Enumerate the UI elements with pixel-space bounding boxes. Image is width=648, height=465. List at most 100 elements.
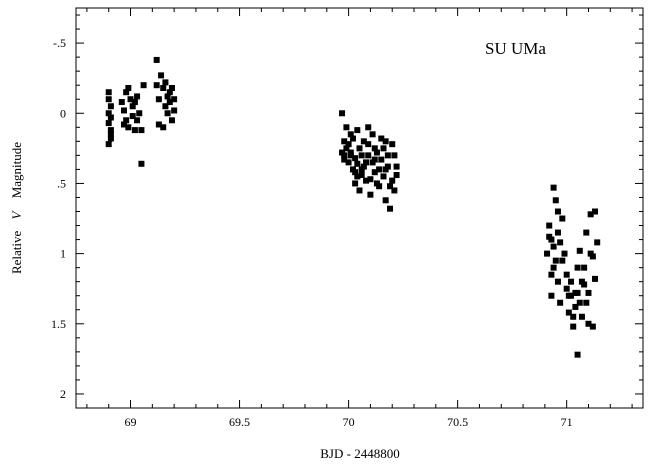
y-axis-title-suffix: Magnitude (9, 142, 24, 199)
data-point (358, 172, 365, 179)
data-point (371, 169, 378, 176)
data-point (339, 110, 346, 117)
data-point (563, 271, 570, 278)
data-point (371, 156, 378, 163)
data-point (356, 187, 363, 194)
data-point (105, 120, 112, 127)
data-point (134, 117, 141, 124)
data-point (587, 211, 594, 218)
data-markers (105, 56, 601, 358)
data-point (587, 250, 594, 257)
x-tick-label: 69.5 (229, 415, 250, 429)
data-point (552, 197, 559, 204)
data-point (153, 56, 160, 63)
data-point (373, 149, 380, 156)
data-point (574, 264, 581, 271)
data-point (123, 117, 130, 124)
data-point (129, 113, 136, 120)
data-point (583, 299, 590, 306)
data-point (105, 110, 112, 117)
data-point (570, 323, 577, 330)
x-tick-label: 71 (561, 415, 573, 429)
y-axis-title-italic: V (9, 209, 24, 219)
data-point (565, 292, 572, 299)
data-point (389, 177, 396, 184)
plot-frame (75, 7, 644, 409)
data-point (550, 264, 557, 271)
data-point (160, 124, 167, 131)
data-point (367, 191, 374, 198)
data-point (107, 127, 114, 134)
data-point (136, 110, 143, 117)
x-tick-label: 69 (125, 415, 137, 429)
data-point (565, 309, 572, 316)
data-point (594, 239, 601, 246)
data-point (107, 114, 114, 121)
data-point (574, 289, 581, 296)
data-point (107, 131, 114, 138)
data-point (393, 163, 400, 170)
data-point (341, 156, 348, 163)
data-point (387, 205, 394, 212)
data-point (371, 145, 378, 152)
data-point (365, 141, 372, 148)
data-point (153, 82, 160, 89)
y-axis-title: Relative V Magnitude (9, 142, 24, 274)
data-point (125, 124, 132, 131)
data-point (347, 152, 354, 159)
data-point (557, 239, 564, 246)
data-point (120, 107, 127, 114)
data-point (376, 166, 383, 173)
data-point (576, 247, 583, 254)
data-point (389, 141, 396, 148)
data-point (546, 222, 553, 229)
data-point (552, 257, 559, 264)
data-point (578, 278, 585, 285)
data-point (583, 229, 590, 236)
data-point (592, 275, 599, 282)
data-point (162, 103, 169, 110)
ticks (76, 8, 643, 409)
y-tick-label: 1 (60, 247, 66, 261)
data-point (369, 131, 376, 138)
tick-labels: 69 69.5 70 70.5 71 -.5 0 .5 1 1.5 2 (51, 36, 573, 429)
data-point (382, 197, 389, 204)
data-point (559, 215, 566, 222)
data-point (166, 99, 173, 106)
data-point (378, 135, 385, 142)
data-point (384, 152, 391, 159)
data-point (554, 229, 561, 236)
y-tick-label: 2 (60, 387, 66, 401)
data-point (380, 173, 387, 180)
data-point (574, 351, 581, 358)
data-point (118, 99, 125, 106)
data-point (363, 177, 370, 184)
data-point (171, 107, 178, 114)
data-point (345, 159, 352, 166)
data-point (168, 117, 175, 124)
data-point (354, 173, 361, 180)
data-point (572, 303, 579, 310)
data-point (160, 85, 167, 91)
data-point (568, 278, 575, 285)
data-point (367, 176, 374, 183)
data-point (546, 233, 553, 240)
data-point (345, 141, 352, 148)
data-point (570, 313, 577, 320)
data-point (354, 160, 361, 167)
data-point (158, 72, 165, 79)
data-point (363, 159, 370, 166)
data-point (120, 121, 127, 128)
data-point (339, 149, 346, 156)
data-point (356, 145, 363, 152)
data-point (127, 96, 134, 103)
x-tick-label: 70 (343, 415, 355, 429)
data-point (387, 183, 394, 190)
data-point (343, 124, 350, 131)
x-tick-label: 70.5 (447, 415, 468, 429)
data-point (380, 145, 387, 152)
data-point (365, 152, 372, 159)
data-point (138, 127, 145, 134)
data-point (164, 110, 171, 117)
